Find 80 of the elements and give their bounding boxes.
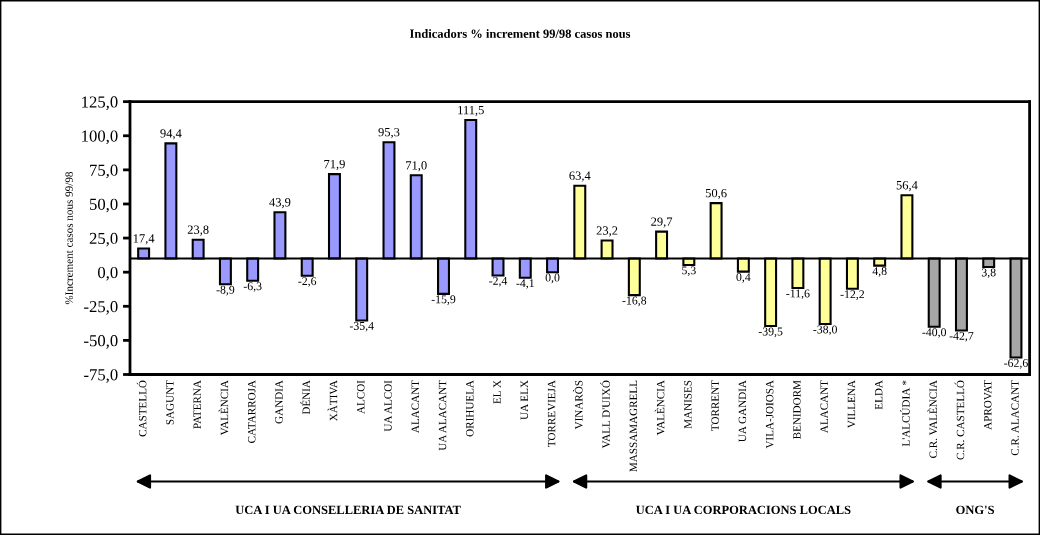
data-label: -38,0 bbox=[813, 325, 837, 336]
data-label: -2,4 bbox=[489, 276, 508, 287]
x-tick-label: L'ALCÚDIA * bbox=[900, 380, 910, 447]
data-label: 71,9 bbox=[324, 159, 345, 171]
data-label: 3,8 bbox=[981, 268, 996, 279]
y-tick-label: 100,0 bbox=[82, 130, 118, 145]
x-tick-label: UA ALACANT bbox=[438, 380, 447, 451]
data-label: -12,2 bbox=[840, 290, 865, 300]
x-tick-label: EL X bbox=[493, 380, 501, 404]
text: ONG'S bbox=[956, 505, 994, 515]
x-tick-label: VALÈNCIA bbox=[654, 380, 665, 436]
x-tick-label: DÉNIA bbox=[300, 380, 310, 415]
data-label: 63,4 bbox=[569, 171, 591, 182]
text: UCA I UA CORPORACIONS LOCALS bbox=[636, 505, 851, 515]
data-label: -40,0 bbox=[922, 328, 947, 338]
data-label: 0,0 bbox=[545, 273, 560, 284]
x-tick-label: VINARÒS bbox=[572, 380, 583, 430]
data-label: 50,6 bbox=[705, 188, 727, 200]
chart-title: Indicadors % increment 99/98 casos nous bbox=[409, 29, 631, 38]
data-label: 29,7 bbox=[651, 217, 673, 228]
data-label: -6,3 bbox=[243, 282, 262, 292]
data-label: 0,4 bbox=[736, 273, 751, 283]
x-tick-label: C.R. CASTELLÓ bbox=[954, 380, 965, 460]
data-label: 23,2 bbox=[596, 226, 618, 237]
x-tick-label: UA GANDIA bbox=[738, 380, 747, 442]
data-label: -15,9 bbox=[431, 295, 456, 305]
x-tick-label: UA ALCOI bbox=[384, 380, 392, 432]
data-label: 4,8 bbox=[872, 267, 887, 277]
data-label: 111,5 bbox=[458, 105, 484, 117]
x-tick-label: GANDIA bbox=[275, 380, 283, 424]
x-tick-label: TORRENT bbox=[711, 380, 719, 431]
data-label: 94,4 bbox=[160, 129, 182, 140]
x-tick-label: ORIHUELA bbox=[466, 380, 474, 437]
data-label: 43,9 bbox=[269, 198, 291, 209]
x-tick-label: C.R. ALACANT bbox=[1011, 380, 1019, 456]
y-tick-label: -75,0 bbox=[84, 369, 118, 383]
x-tick-label: VILLENA bbox=[847, 380, 856, 429]
x-tick-label: MASSAMAGRELL bbox=[629, 380, 638, 472]
y-tick-label: 25,0 bbox=[89, 232, 118, 247]
data-label: -11,6 bbox=[786, 289, 810, 300]
y-axis-title: %Increment casos nous 99/98 bbox=[65, 172, 73, 305]
y-tick-label: 0,0 bbox=[98, 266, 118, 281]
y-tick-label: 125,0 bbox=[82, 96, 118, 110]
x-tick-label: XÀTIVA bbox=[327, 380, 338, 421]
x-tick-label: SAGUNT bbox=[166, 380, 174, 425]
x-tick-label: VALÈNCIA bbox=[218, 380, 229, 436]
x-tick-label: ALCOI bbox=[357, 380, 365, 414]
data-label: -16,8 bbox=[622, 296, 647, 307]
x-tick-label: ELDA bbox=[875, 380, 883, 410]
x-tick-label: PATERNA bbox=[193, 380, 201, 429]
data-label: -4,1 bbox=[516, 279, 534, 289]
x-tick-label: ALACANT bbox=[820, 380, 828, 434]
y-tick-label: -25,0 bbox=[84, 300, 118, 315]
data-label: -2,6 bbox=[298, 277, 317, 287]
y-tick-label: -50,0 bbox=[84, 335, 118, 349]
data-label: 17,4 bbox=[133, 234, 155, 245]
x-tick-label: VILA-JOIOSA bbox=[765, 380, 774, 449]
x-tick-label: BENIDORM bbox=[793, 380, 801, 439]
data-label: 56,4 bbox=[896, 181, 918, 192]
x-tick-label: ALACANT bbox=[411, 380, 420, 434]
data-label: 5,3 bbox=[682, 266, 696, 277]
text: UCA I UA CONSELLERIA DE SANITAT bbox=[235, 505, 461, 515]
data-label: -35,4 bbox=[349, 321, 374, 332]
x-tick-label: UA ELX bbox=[520, 380, 529, 420]
x-tick-label: CASTELLÓ bbox=[136, 380, 147, 437]
x-tick-label: VALL D'UIXÓ bbox=[600, 380, 610, 449]
x-tick-label: TORREVIEJA bbox=[547, 380, 556, 447]
data-label: -62,6 bbox=[1004, 359, 1028, 369]
y-tick-label: 50,0 bbox=[90, 198, 118, 213]
y-tick-label: 75,0 bbox=[90, 164, 118, 179]
data-label: -42,7 bbox=[949, 331, 974, 342]
data-label: -39,5 bbox=[758, 327, 783, 338]
x-tick-label: MANISES bbox=[684, 380, 692, 429]
x-tick-label: APROVAT bbox=[984, 380, 992, 430]
data-label: 95,3 bbox=[378, 127, 400, 139]
x-tick-label: CATARROJA bbox=[247, 380, 256, 443]
x-tick-label: C.R. VALÈNCIA bbox=[927, 380, 938, 458]
data-label: 71,0 bbox=[406, 161, 427, 172]
data-label: -8,9 bbox=[216, 285, 235, 296]
data-label: 23,8 bbox=[187, 225, 209, 236]
